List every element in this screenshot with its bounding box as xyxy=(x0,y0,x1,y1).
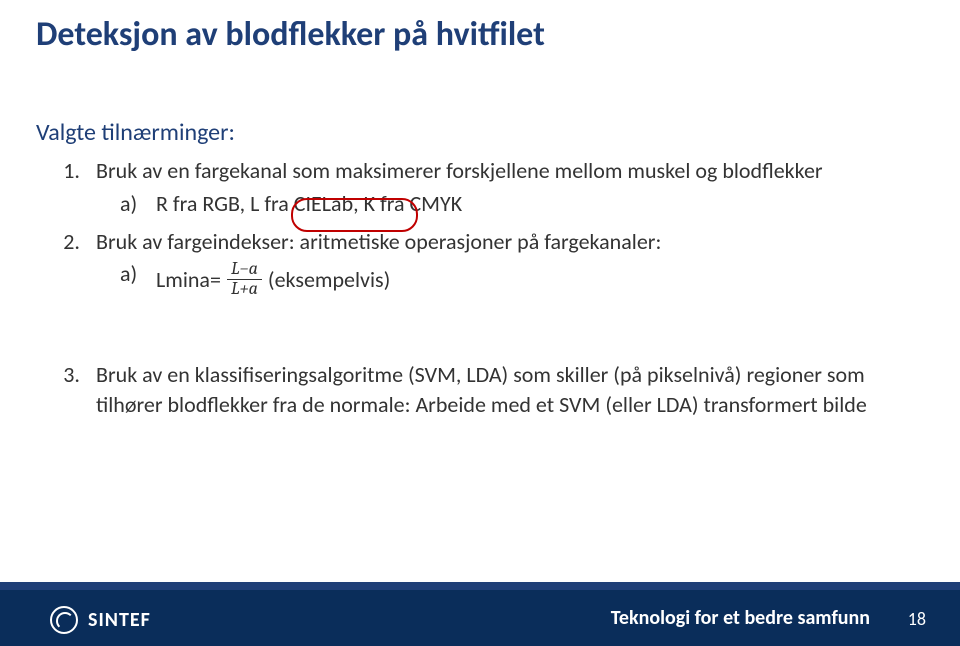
item-text: Bruk av en fargekanal som maksimerer for… xyxy=(96,156,886,186)
sub-text: R fra RGB, L fra CIELab, K fra CMYK xyxy=(156,190,462,217)
item-number: 3. xyxy=(56,360,80,419)
list-item: 3. Bruk av en klassifiseringsalgoritme (… xyxy=(56,360,886,419)
page-number: 18 xyxy=(908,608,926,630)
slide-title: Deteksjon av blodflekker på hvitfilet xyxy=(36,14,545,55)
main-list: 1. Bruk av en fargekanal som maksimerer … xyxy=(56,156,886,299)
list-item: 2. Bruk av fargeindekser: aritmetiske op… xyxy=(56,227,886,257)
sub-letter: a) xyxy=(120,190,142,217)
item-text: Bruk av fargeindekser: aritmetiske opera… xyxy=(96,227,886,257)
fraction-numerator: L−a xyxy=(227,260,262,279)
fraction: L−a L+a xyxy=(227,260,262,299)
sub-item: a) R fra RGB, L fra CIELab, K fra CMYK xyxy=(120,190,886,217)
item-3: 3. Bruk av en klassifiseringsalgoritme (… xyxy=(56,360,886,419)
formula-suffix: (eksempelvis) xyxy=(268,266,390,293)
formula-prefix: Lmina= xyxy=(156,266,221,293)
sub-formula: Lmina= L−a L+a (eksempelvis) xyxy=(156,260,390,299)
sub-item: a) Lmina= L−a L+a (eksempelvis) xyxy=(120,260,886,299)
footer-tagline: Teknologi for et bedre samfunn xyxy=(611,606,870,630)
sub-letter: a) xyxy=(120,260,142,299)
slide: Deteksjon av blodflekker på hvitfilet Va… xyxy=(0,0,960,646)
item-text: Bruk av en klassifiseringsalgoritme (SVM… xyxy=(96,360,886,419)
item-number: 2. xyxy=(56,227,80,257)
logo-icon xyxy=(50,606,78,634)
subtitle: Valgte tilnærminger: xyxy=(36,118,235,147)
list-item: 1. Bruk av en fargekanal som maksimerer … xyxy=(56,156,886,186)
footer: SINTEF Teknologi for et bedre samfunn 18 xyxy=(0,562,960,646)
logo-text: SINTEF xyxy=(88,608,151,632)
item-number: 1. xyxy=(56,156,80,186)
logo: SINTEF xyxy=(50,606,151,634)
fraction-denominator: L+a xyxy=(227,280,262,299)
footer-accent xyxy=(0,582,960,590)
